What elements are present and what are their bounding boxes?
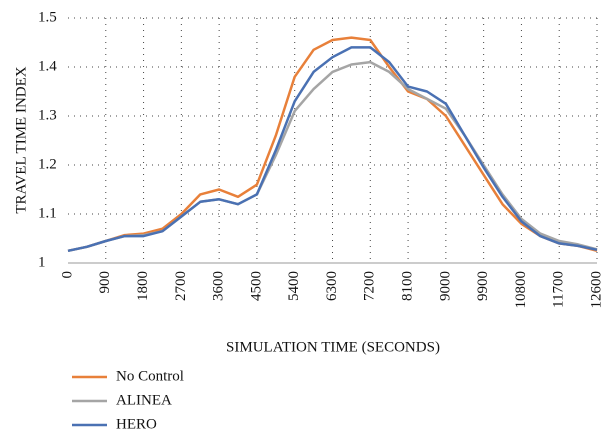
x-tick-label: 1800 bbox=[135, 271, 151, 301]
x-tick-label: 2700 bbox=[173, 271, 189, 301]
y-tick-label: 1.1 bbox=[38, 205, 57, 221]
x-tick-label: 12600 bbox=[588, 271, 603, 309]
x-tick-label: 8100 bbox=[400, 271, 416, 301]
x-tick-label: 0 bbox=[59, 271, 75, 279]
x-tick-label: 9000 bbox=[437, 271, 453, 301]
x-tick-label: 11700 bbox=[551, 271, 567, 308]
y-tick-label: 1.2 bbox=[38, 156, 57, 172]
x-tick-label: 900 bbox=[97, 271, 113, 294]
y-tick-label: 1.4 bbox=[38, 58, 57, 74]
y-tick-label: 1.3 bbox=[38, 107, 57, 123]
legend-label: ALINEA bbox=[116, 392, 172, 408]
y-tick-label: 1.5 bbox=[38, 9, 57, 25]
x-tick-label: 3600 bbox=[211, 271, 227, 301]
series-line bbox=[67, 36, 598, 253]
x-tick-label: 10800 bbox=[513, 271, 529, 309]
x-tick-label: 9900 bbox=[475, 271, 491, 301]
y-axis-label: TRAVEL TIME INDEX bbox=[13, 66, 29, 213]
y-tick-label: 1 bbox=[38, 254, 46, 270]
x-tick-label: 7200 bbox=[362, 271, 378, 301]
legend-label: No Control bbox=[116, 368, 184, 384]
x-tick-label: 5400 bbox=[286, 271, 302, 301]
series-line bbox=[67, 46, 598, 253]
legend-label: HERO bbox=[116, 416, 157, 432]
x-axis-label: SIMULATION TIME (SECONDS) bbox=[226, 339, 440, 355]
x-tick-label: 4500 bbox=[248, 271, 264, 301]
x-tick-label: 6300 bbox=[324, 271, 340, 301]
